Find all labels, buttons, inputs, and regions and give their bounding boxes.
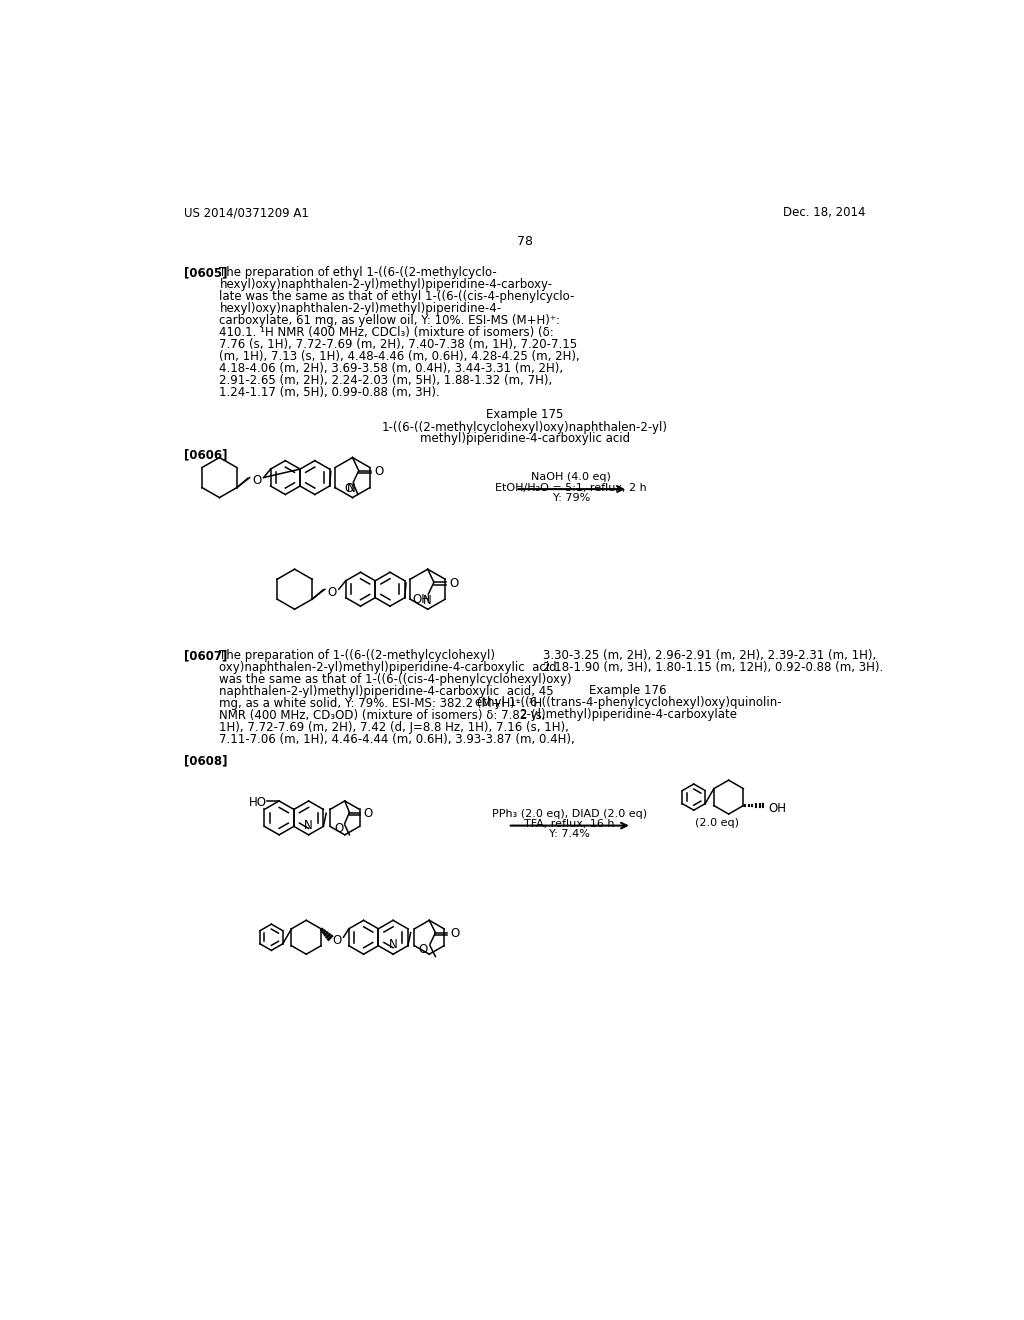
Text: Y: 7.4%: Y: 7.4%	[549, 829, 590, 840]
Text: O: O	[419, 942, 428, 956]
Text: O: O	[333, 933, 342, 946]
Text: PPh₃ (2.0 eq), DIAD (2.0 eq): PPh₃ (2.0 eq), DIAD (2.0 eq)	[493, 809, 647, 818]
Text: [0606]: [0606]	[183, 449, 227, 461]
Text: methyl)piperidine-4-carboxylic acid: methyl)piperidine-4-carboxylic acid	[420, 432, 630, 445]
Text: O: O	[450, 577, 459, 590]
Text: N: N	[304, 818, 313, 832]
Text: O: O	[334, 822, 343, 836]
Text: The preparation of ethyl 1-((6-((2-methylcyclo-: The preparation of ethyl 1-((6-((2-methy…	[219, 267, 498, 280]
Text: Example 176: Example 176	[589, 684, 667, 697]
Text: O: O	[364, 807, 373, 820]
Text: HO: HO	[249, 796, 266, 809]
Text: EtOH/H₂O = 5:1, reflux, 2 h: EtOH/H₂O = 5:1, reflux, 2 h	[496, 483, 647, 492]
Text: 3.30-3.25 (m, 2H), 2.96-2.91 (m, 2H), 2.39-2.31 (m, 1H),: 3.30-3.25 (m, 2H), 2.96-2.91 (m, 2H), 2.…	[543, 649, 876, 663]
Text: 78: 78	[517, 235, 532, 248]
Text: mg, as a white solid, Y: 79%. ESI-MS: 382.2 (M+H)⁺. ¹H: mg, as a white solid, Y: 79%. ESI-MS: 38…	[219, 697, 543, 710]
Text: US 2014/0371209 A1: US 2014/0371209 A1	[183, 206, 308, 219]
Text: Dec. 18, 2014: Dec. 18, 2014	[783, 206, 866, 219]
Text: 4.18-4.06 (m, 2H), 3.69-3.58 (m, 0.4H), 3.44-3.31 (m, 2H),: 4.18-4.06 (m, 2H), 3.69-3.58 (m, 0.4H), …	[219, 362, 563, 375]
Text: OH: OH	[768, 803, 786, 816]
Text: (2.0 eq): (2.0 eq)	[695, 818, 739, 828]
Text: 1.24-1.17 (m, 5H), 0.99-0.88 (m, 3H).: 1.24-1.17 (m, 5H), 0.99-0.88 (m, 3H).	[219, 385, 440, 399]
Text: oxy)naphthalen-2-yl)methyl)piperidine-4-carboxylic  acid: oxy)naphthalen-2-yl)methyl)piperidine-4-…	[219, 661, 557, 675]
Text: N: N	[389, 939, 397, 952]
Text: The preparation of 1-((6-((2-methylcyclohexyl): The preparation of 1-((6-((2-methylcyclo…	[219, 649, 496, 663]
Text: 410.1. ¹H NMR (400 MHz, CDCl₃) (mixture of isomers) (δ:: 410.1. ¹H NMR (400 MHz, CDCl₃) (mixture …	[219, 326, 554, 339]
Text: carboxylate, 61 mg, as yellow oil, Y: 10%. ESI-MS (M+H)⁺:: carboxylate, 61 mg, as yellow oil, Y: 10…	[219, 314, 560, 327]
Text: 1H), 7.72-7.69 (m, 2H), 7.42 (d, J=8.8 Hz, 1H), 7.16 (s, 1H),: 1H), 7.72-7.69 (m, 2H), 7.42 (d, J=8.8 H…	[219, 721, 569, 734]
Text: (m, 1H), 7.13 (s, 1H), 4.48-4.46 (m, 0.6H), 4.28-4.25 (m, 2H),: (m, 1H), 7.13 (s, 1H), 4.48-4.46 (m, 0.6…	[219, 350, 581, 363]
Text: N: N	[423, 594, 431, 607]
Text: Y: 79%: Y: 79%	[553, 492, 590, 503]
Text: ethyl 1-((6-((trans-4-phenylcyclohexyl)oxy)quinolin-: ethyl 1-((6-((trans-4-phenylcyclohexyl)o…	[474, 696, 781, 709]
Text: hexyl)oxy)naphthalen-2-yl)methyl)piperidine-4-carboxy-: hexyl)oxy)naphthalen-2-yl)methyl)piperid…	[219, 279, 553, 292]
Text: O: O	[451, 927, 460, 940]
Text: was the same as that of 1-((6-((cis-4-phenylcyclohexyl)oxy): was the same as that of 1-((6-((cis-4-ph…	[219, 673, 572, 686]
Text: [0605]: [0605]	[183, 267, 227, 280]
Text: [0607]: [0607]	[183, 649, 227, 663]
Text: NMR (400 MHz, CD₃OD) (mixture of isomers) δ: 7.82 (s,: NMR (400 MHz, CD₃OD) (mixture of isomers…	[219, 709, 546, 722]
Text: TFA, reflux, 16 h: TFA, reflux, 16 h	[524, 820, 615, 829]
Text: O: O	[344, 482, 353, 495]
Text: Example 175: Example 175	[486, 408, 563, 421]
Text: 2.18-1.90 (m, 3H), 1.80-1.15 (m, 12H), 0.92-0.88 (m, 3H).: 2.18-1.90 (m, 3H), 1.80-1.15 (m, 12H), 0…	[543, 661, 883, 675]
Text: O: O	[328, 586, 337, 599]
Text: 1-((6-((2-methylcyclohexyl)oxy)naphthalen-2-yl): 1-((6-((2-methylcyclohexyl)oxy)naphthale…	[382, 421, 668, 433]
Text: late was the same as that of ethyl 1-((6-((cis-4-phenylcyclo-: late was the same as that of ethyl 1-((6…	[219, 290, 574, 304]
Text: 2.91-2.65 (m, 2H), 2.24-2.03 (m, 5H), 1.88-1.32 (m, 7H),: 2.91-2.65 (m, 2H), 2.24-2.03 (m, 5H), 1.…	[219, 374, 553, 387]
Text: naphthalen-2-yl)methyl)piperidine-4-carboxylic  acid, 45: naphthalen-2-yl)methyl)piperidine-4-carb…	[219, 685, 554, 698]
Text: OH: OH	[413, 594, 430, 606]
Text: hexyl)oxy)naphthalen-2-yl)methyl)piperidine-4-: hexyl)oxy)naphthalen-2-yl)methyl)piperid…	[219, 302, 502, 315]
Text: O: O	[252, 474, 261, 487]
Text: NaOH (4.0 eq): NaOH (4.0 eq)	[531, 473, 611, 482]
Text: 2-yl)methyl)piperidine-4-carboxylate: 2-yl)methyl)piperidine-4-carboxylate	[519, 708, 737, 721]
Text: 7.76 (s, 1H), 7.72-7.69 (m, 2H), 7.40-7.38 (m, 1H), 7.20-7.15: 7.76 (s, 1H), 7.72-7.69 (m, 2H), 7.40-7.…	[219, 338, 578, 351]
Text: [0608]: [0608]	[183, 754, 227, 767]
Text: O: O	[374, 465, 383, 478]
Text: 7.11-7.06 (m, 1H), 4.46-4.44 (m, 0.6H), 3.93-3.87 (m, 0.4H),: 7.11-7.06 (m, 1H), 4.46-4.44 (m, 0.6H), …	[219, 733, 575, 746]
Text: N: N	[347, 482, 356, 495]
